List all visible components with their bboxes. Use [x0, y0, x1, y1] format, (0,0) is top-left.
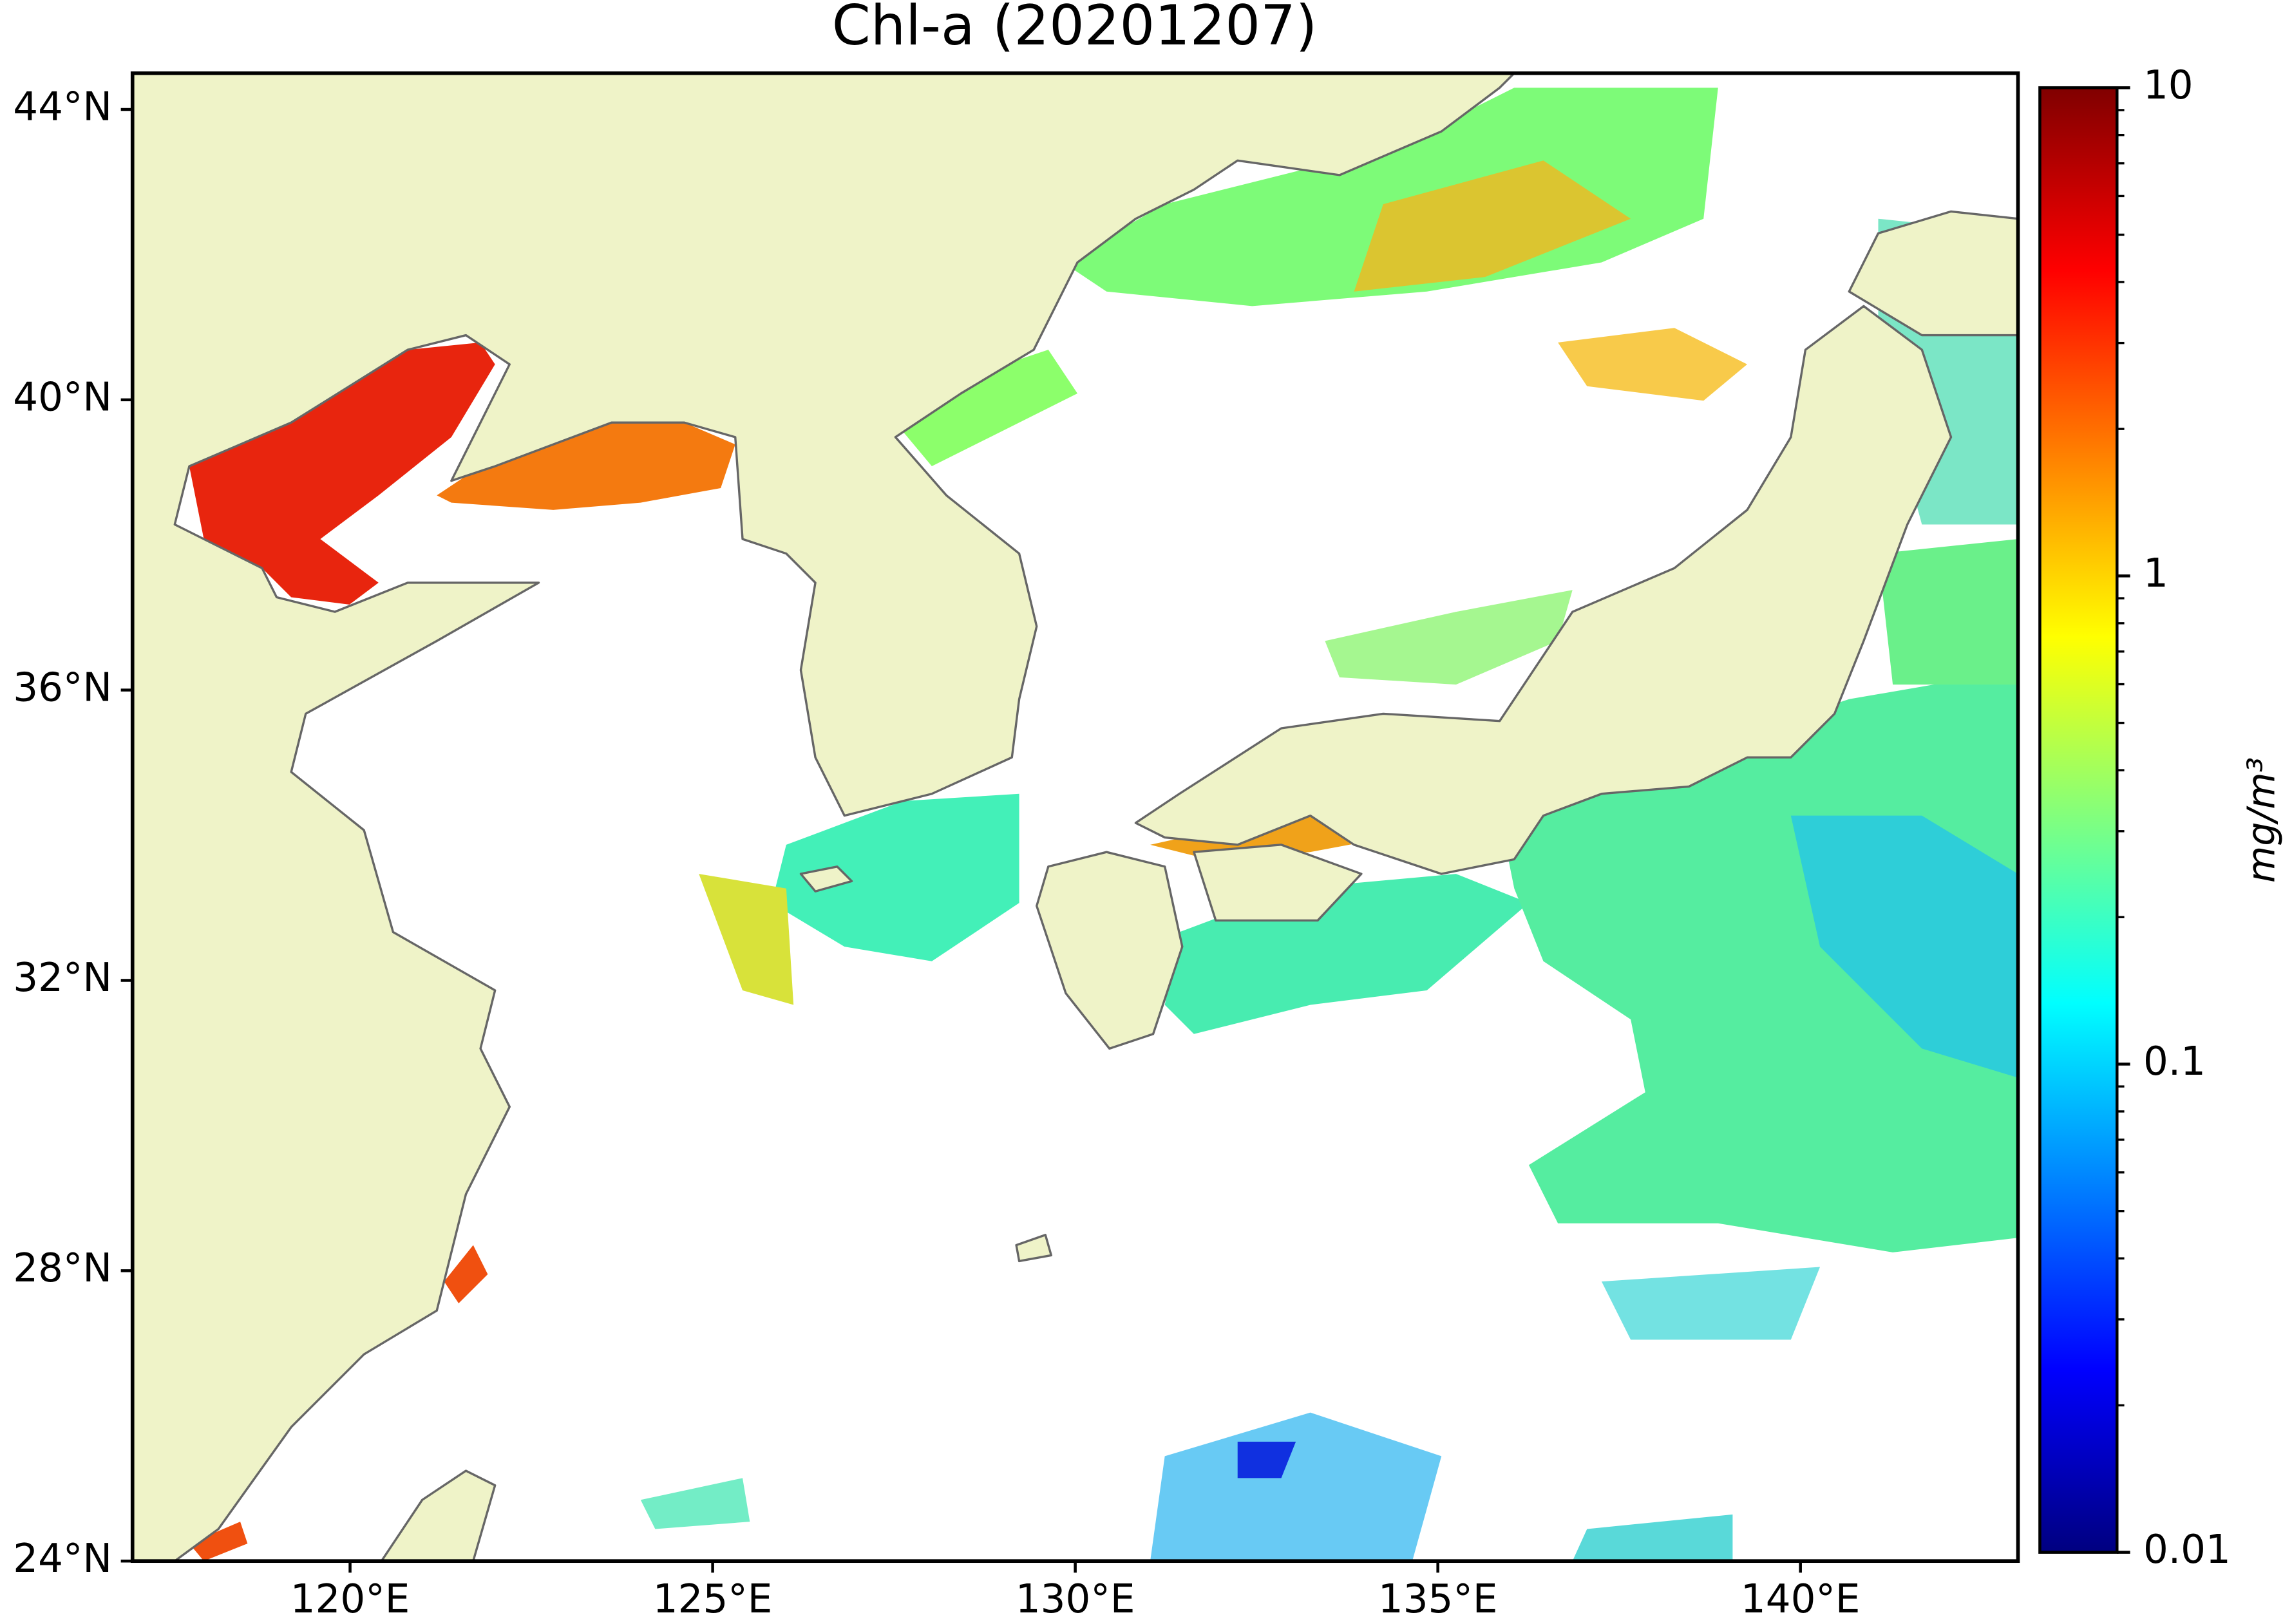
- x-tick-label: 125°E: [653, 1576, 773, 1622]
- y-tick-label: 36°N: [13, 665, 112, 710]
- x-tick-label: 120°E: [290, 1576, 410, 1622]
- patch: [1237, 1441, 1296, 1478]
- x-tick-label: 140°E: [1741, 1576, 1861, 1622]
- patch: [1601, 1267, 1821, 1340]
- patch: [1063, 88, 1718, 307]
- patch: [1558, 328, 1748, 401]
- island: [1015, 1234, 1053, 1263]
- patch: [699, 874, 794, 1005]
- hokkaido: [1848, 210, 2018, 337]
- patch: [437, 415, 735, 510]
- bohai-patch: [189, 342, 495, 605]
- island: [799, 865, 853, 892]
- x-tick-label: 130°E: [1016, 1576, 1135, 1622]
- chart-title: Chl-a (20201207): [832, 0, 1318, 58]
- patch: [1878, 539, 2018, 685]
- patch: [1150, 1412, 1442, 1562]
- kyushu: [1036, 851, 1184, 1050]
- honshu: [1134, 305, 1953, 875]
- patch: [1790, 815, 2018, 1078]
- patch: [1572, 1514, 1733, 1562]
- patch: [1325, 590, 1573, 685]
- colorbar-tick-label: 1: [2143, 551, 2168, 596]
- colorbar-tick-label: 0.1: [2143, 1039, 2206, 1084]
- patch: [189, 1522, 248, 1562]
- x-tick-label: 135°E: [1378, 1576, 1498, 1622]
- y-tick-label: 32°N: [13, 955, 112, 1001]
- map-area: [132, 73, 2018, 1562]
- colorbar-label: mg/m³: [2239, 757, 2283, 883]
- patch: [772, 793, 1019, 961]
- patch: [895, 350, 1078, 467]
- taiwan: [380, 1469, 497, 1562]
- shikoku: [1193, 844, 1363, 922]
- patch: [1354, 160, 1631, 292]
- y-tick-label: 28°N: [13, 1245, 112, 1291]
- colorbar-tick-label: 0.01: [2143, 1527, 2231, 1572]
- patch: [444, 1245, 488, 1304]
- colorbar: [2038, 86, 2119, 1554]
- y-tick-label: 44°N: [13, 84, 112, 130]
- y-tick-label: 40°N: [13, 374, 112, 420]
- mainland: [132, 73, 1515, 1562]
- colorbar-tick-label: 10: [2143, 62, 2193, 108]
- patch: [640, 1478, 750, 1529]
- y-tick-label: 24°N: [13, 1536, 112, 1582]
- land: [132, 73, 2018, 1562]
